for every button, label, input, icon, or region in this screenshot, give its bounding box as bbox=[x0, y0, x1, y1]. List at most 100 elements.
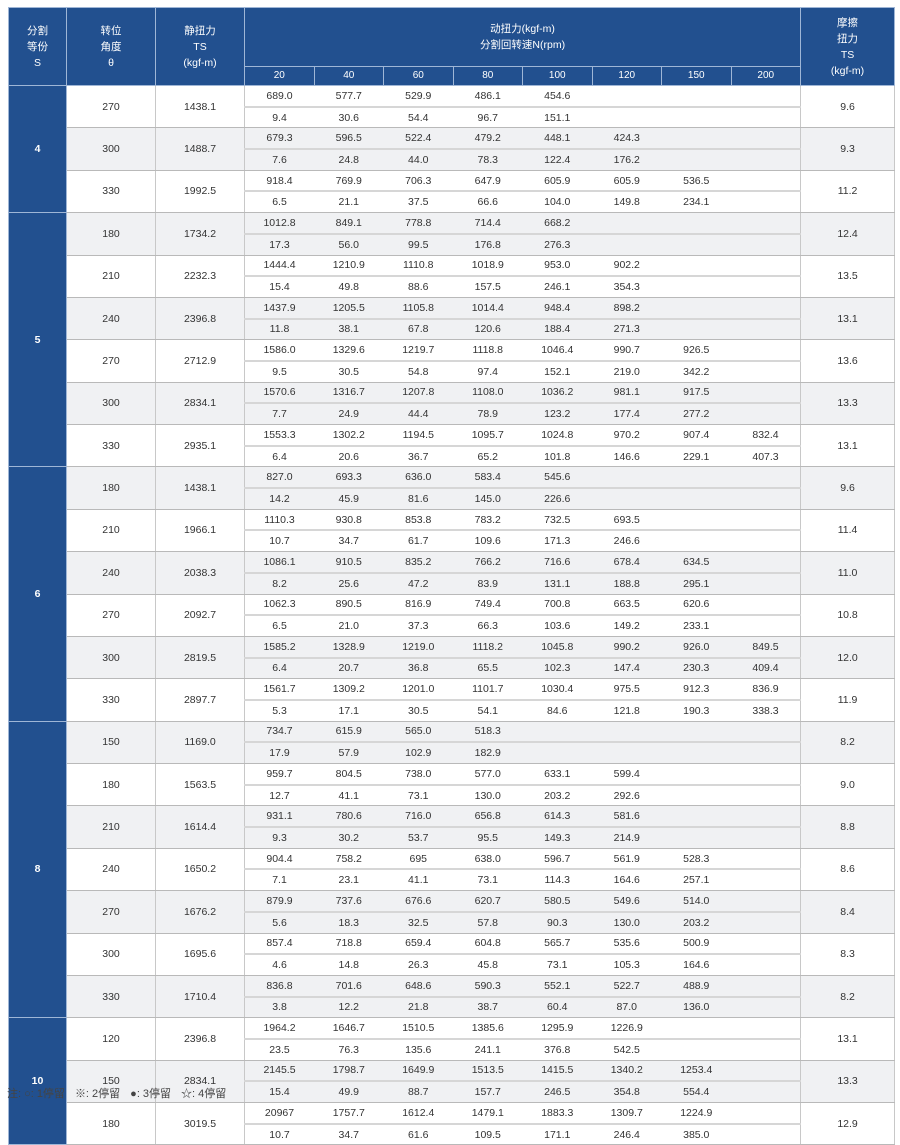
torque-value: 514.0 bbox=[661, 890, 731, 913]
torque-value: 528.3 bbox=[661, 848, 731, 871]
torque-value-sub: 10.7 bbox=[244, 1123, 314, 1145]
header-friction-torque: 摩擦 扭力 TS (kgf-m) bbox=[800, 7, 896, 86]
note-item: ○: 1停留 bbox=[24, 1088, 65, 1100]
torque-value: 549.6 bbox=[592, 890, 662, 913]
torque-value-sub bbox=[731, 318, 802, 341]
torque-value-sub: 65.2 bbox=[453, 445, 523, 468]
torque-value: 778.8 bbox=[383, 212, 453, 235]
friction-torque-cell: 12.4 bbox=[800, 212, 896, 256]
static-torque-cell: 1438.1 bbox=[155, 466, 245, 510]
torque-value-sub: 49.9 bbox=[314, 1081, 384, 1104]
torque-value-sub: 34.7 bbox=[314, 530, 384, 553]
static-torque-cell: 1734.2 bbox=[155, 212, 245, 256]
torque-value: 663.5 bbox=[592, 594, 662, 617]
table-row: 300 2819.5 1585.2 1328.9 1219.0 1118.2 1045.8 9… bbox=[9, 636, 896, 680]
torque-value-sub: 61.6 bbox=[383, 1123, 453, 1145]
torque-value: 693.3 bbox=[314, 466, 384, 490]
torque-value: 1612.4 bbox=[383, 1102, 453, 1125]
torque-value: 1385.6 bbox=[453, 1017, 523, 1040]
table-row: 300 1488.7 679.3 596.5 522.4 479.2 448.1 424.3 9… bbox=[9, 127, 896, 171]
torque-value bbox=[661, 721, 731, 744]
torque-value: 990.2 bbox=[592, 636, 662, 659]
static-torque-cell: 1438.1 bbox=[155, 85, 245, 129]
torque-value-sub bbox=[731, 276, 802, 298]
torque-value bbox=[661, 805, 731, 829]
table-row-sub: 9.5 30.5 54.8 97.4 152.1 219.0 342.2 bbox=[9, 360, 895, 383]
torque-value-sub: 9.5 bbox=[244, 360, 314, 383]
torque-value-sub: 45.9 bbox=[314, 488, 384, 510]
torque-value-sub: 230.3 bbox=[661, 657, 731, 680]
torque-value-sub: 15.4 bbox=[244, 276, 314, 298]
torque-value-sub: 57.8 bbox=[453, 911, 523, 934]
torque-value: 718.8 bbox=[314, 933, 384, 956]
torque-value: 1437.9 bbox=[244, 297, 314, 320]
torque-value: 918.4 bbox=[244, 170, 314, 193]
torque-value: 816.9 bbox=[383, 594, 453, 617]
torque-value-sub: 66.3 bbox=[453, 615, 523, 637]
torque-value: 902.2 bbox=[592, 255, 662, 278]
torque-value-sub: 292.6 bbox=[592, 784, 662, 807]
torque-value-sub: 96.7 bbox=[453, 106, 523, 129]
torque-value-sub: 67.8 bbox=[383, 318, 453, 341]
torque-value-sub: 84.6 bbox=[522, 699, 592, 722]
torque-value: 545.6 bbox=[522, 466, 592, 490]
torque-value-sub: 30.6 bbox=[314, 106, 384, 129]
table-row-sub: 6.5 21.0 37.3 66.3 103.6 149.2 233.1 bbox=[9, 615, 895, 637]
static-torque-cell: 2712.9 bbox=[155, 339, 245, 383]
torque-value: 1444.4 bbox=[244, 255, 314, 278]
static-torque-cell: 1563.5 bbox=[155, 763, 245, 807]
torque-value: 1201.0 bbox=[383, 678, 453, 701]
torque-value: 581.6 bbox=[592, 805, 662, 829]
static-torque-cell: 1169.0 bbox=[155, 721, 245, 765]
torque-value: 596.7 bbox=[522, 848, 592, 871]
torque-value-sub: 20.7 bbox=[314, 657, 384, 680]
torque-value: 732.5 bbox=[522, 509, 592, 532]
torque-value-sub bbox=[731, 911, 802, 934]
torque-value: 536.5 bbox=[661, 170, 731, 193]
torque-value: 583.4 bbox=[453, 466, 523, 490]
torque-value-sub: 114.3 bbox=[522, 869, 592, 892]
group-s-cell: 10 bbox=[8, 1017, 67, 1145]
torque-value-sub: 23.1 bbox=[314, 869, 384, 892]
torque-value-sub: 246.4 bbox=[592, 1123, 662, 1145]
torque-value: 678.4 bbox=[592, 551, 662, 574]
torque-value bbox=[661, 85, 731, 108]
angle-cell: 330 bbox=[66, 678, 156, 722]
torque-value: 849.1 bbox=[314, 212, 384, 235]
torque-value: 590.3 bbox=[453, 975, 523, 998]
torque-value: 926.0 bbox=[661, 636, 731, 659]
torque-value: 1205.5 bbox=[314, 297, 384, 320]
torque-value: 879.9 bbox=[244, 890, 314, 913]
torque-value: 716.0 bbox=[383, 805, 453, 829]
angle-cell: 150 bbox=[66, 721, 156, 765]
header-dynamic-torque: 动扭力(kgf-m) 分割回转速N(rpm) bbox=[243, 7, 802, 67]
torque-value: 604.8 bbox=[453, 933, 523, 956]
torque-value-sub bbox=[592, 233, 662, 256]
torque-value: 486.1 bbox=[453, 85, 523, 108]
torque-value-sub: 97.4 bbox=[453, 360, 523, 383]
torque-value: 1210.9 bbox=[314, 255, 384, 278]
torque-value-sub: 36.8 bbox=[383, 657, 453, 680]
friction-torque-cell: 13.1 bbox=[800, 297, 896, 341]
torque-value-sub bbox=[661, 784, 731, 807]
torque-value-sub: 121.8 bbox=[592, 699, 662, 722]
torque-table: 分割 等份 S 转位 角度 θ 静扭力 TS (kgf-m) 动扭力(kgf-m) 分割回转速… bbox=[8, 7, 896, 1145]
torque-value: 836.8 bbox=[244, 975, 314, 998]
torque-value-sub: 6.4 bbox=[244, 657, 314, 680]
torque-value: 479.2 bbox=[453, 127, 523, 151]
torque-value-sub: 146.6 bbox=[592, 445, 662, 468]
torque-value-sub: 149.2 bbox=[592, 615, 662, 637]
torque-value: 827.0 bbox=[244, 466, 314, 490]
torque-value-sub: 130.0 bbox=[592, 911, 662, 934]
torque-value-sub: 109.6 bbox=[453, 530, 523, 553]
friction-torque-cell: 11.2 bbox=[800, 170, 896, 214]
torque-value: 1101.7 bbox=[453, 678, 523, 701]
torque-value: 596.5 bbox=[314, 127, 384, 151]
torque-value-sub: 131.1 bbox=[522, 572, 592, 595]
torque-value bbox=[592, 466, 662, 490]
torque-value-sub: 12.7 bbox=[244, 784, 314, 807]
torque-value-sub bbox=[731, 360, 802, 383]
torque-value: 1014.4 bbox=[453, 297, 523, 320]
table-row-sub: 9.4 30.6 54.4 96.7 151.1 bbox=[9, 106, 895, 129]
torque-value bbox=[731, 805, 802, 829]
